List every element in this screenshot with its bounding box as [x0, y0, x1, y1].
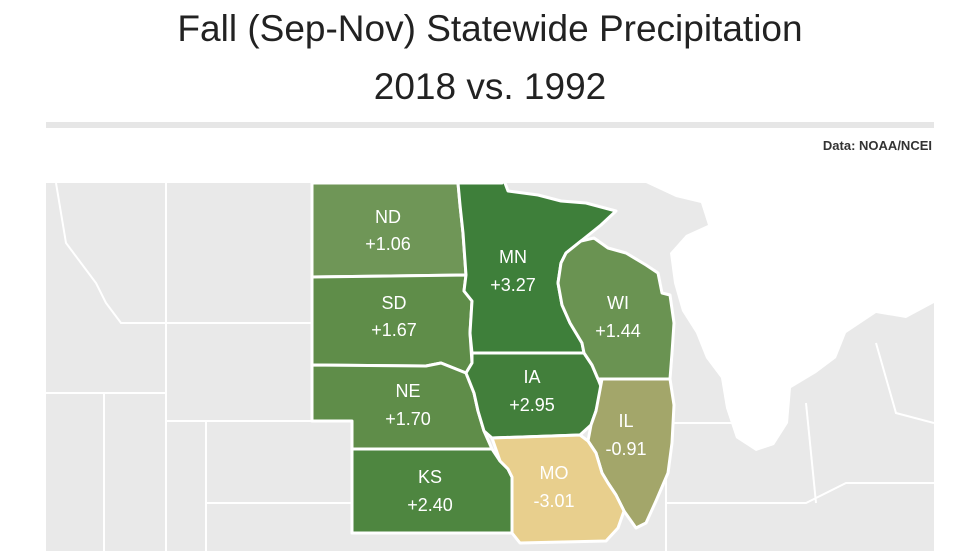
title-block: Fall (Sep-Nov) Statewide Precipitation 2… [0, 0, 980, 120]
label-sd-value: +1.67 [371, 320, 417, 340]
label-wi-value: +1.44 [595, 321, 641, 341]
label-wi-abbr: WI [607, 293, 629, 313]
state-nd[interactable] [310, 181, 468, 279]
label-il-abbr: IL [618, 411, 633, 431]
label-il-value: -0.91 [605, 439, 646, 459]
label-ks-value: +2.40 [407, 495, 453, 515]
label-mo-value: -3.01 [533, 491, 574, 511]
label-ia-value: +2.95 [509, 395, 555, 415]
label-sd-abbr: SD [381, 293, 406, 313]
water-area [646, 183, 934, 451]
map-panel: ND +1.06 SD +1.67 NE +1.70 KS +2.40 MN +… [46, 173, 935, 551]
state-mo[interactable] [490, 433, 626, 545]
state-wi[interactable] [556, 236, 676, 381]
map-subtitle: 2018 vs. 1992 [373, 66, 607, 107]
label-mn-abbr: MN [499, 247, 527, 267]
label-ks-abbr: KS [418, 467, 442, 487]
map-title: Fall (Sep-Nov) Statewide Precipitation [177, 8, 803, 49]
state-ks[interactable] [350, 447, 514, 535]
label-mo-abbr: MO [540, 463, 569, 483]
label-ia-abbr: IA [523, 367, 540, 387]
label-ne-abbr: NE [395, 381, 420, 401]
data-source: Data: NOAA/NCEI [822, 138, 932, 153]
label-nd-abbr: ND [375, 207, 401, 227]
precipitation-map: ND +1.06 SD +1.67 NE +1.70 KS +2.40 MN +… [46, 173, 935, 551]
label-ne-value: +1.70 [385, 409, 431, 429]
label-nd-value: +1.06 [365, 234, 411, 254]
label-mn-value: +3.27 [490, 275, 536, 295]
header-divider [46, 122, 934, 128]
